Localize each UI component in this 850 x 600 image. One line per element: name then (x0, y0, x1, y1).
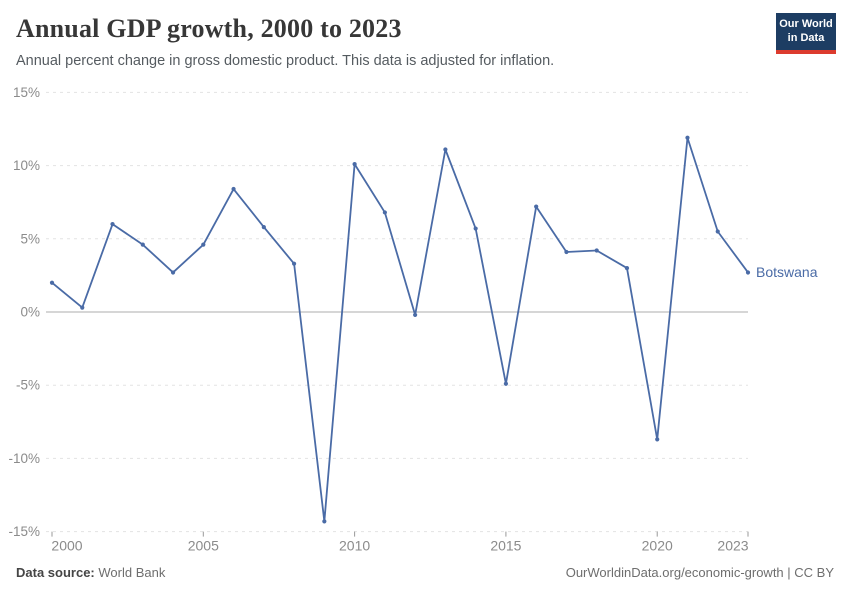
y-tick-label: 5% (20, 231, 40, 246)
data-point[interactable] (745, 270, 751, 275)
chart-subtitle: Annual percent change in gross domestic … (16, 53, 555, 69)
data-point[interactable] (503, 381, 509, 386)
owid-logo-line1: Our World (779, 18, 833, 30)
y-tick-label: -15% (8, 524, 40, 539)
y-tick-label: -10% (8, 451, 40, 466)
data-point[interactable] (443, 147, 448, 152)
data-source-label: Data source: (16, 565, 95, 580)
data-point[interactable] (473, 226, 478, 231)
page-title: Annual GDP growth, 2000 to 2023 (16, 14, 402, 43)
data-point[interactable] (564, 249, 569, 255)
x-tick-label: 2010 (339, 538, 370, 554)
data-source-value: World Bank (98, 565, 166, 580)
data-point[interactable] (170, 270, 176, 275)
x-tick-label: 2005 (188, 538, 219, 554)
y-tick-label: 15% (13, 85, 40, 100)
data-point[interactable] (624, 265, 630, 271)
data-point[interactable] (110, 222, 115, 227)
data-point[interactable] (594, 248, 599, 253)
owid-logo[interactable]: Our World in Data (776, 13, 836, 54)
data-line-botswana[interactable] (51, 136, 749, 523)
y-tick-label: 10% (13, 158, 40, 173)
entity-label[interactable]: Botswana (756, 264, 818, 280)
data-point[interactable] (685, 135, 690, 140)
data-point[interactable] (49, 280, 55, 285)
data-point[interactable] (352, 162, 357, 167)
license-link[interactable]: OurWorldinData.org/economic-growth | CC … (565, 565, 834, 580)
data-point[interactable] (80, 305, 85, 310)
x-tick-label: 2023 (717, 538, 748, 554)
data-point[interactable] (715, 229, 720, 234)
line-chart[interactable]: 15% 10% 5% 0% -5% -10% -15% 2000 2005 2010 2015 202… (0, 80, 850, 560)
x-tick-label: 2000 (51, 538, 82, 554)
data-point[interactable] (261, 224, 266, 230)
data-point[interactable] (140, 242, 145, 247)
data-point[interactable] (201, 242, 206, 247)
x-tick-label: 2015 (490, 538, 521, 554)
data-point[interactable] (322, 519, 327, 524)
owid-logo-line2: in Data (787, 31, 825, 44)
chart-footer: Data source: World Bank OurWorldinData.o… (16, 565, 834, 580)
data-point[interactable] (534, 204, 539, 209)
data-source: Data source: World Bank (16, 565, 165, 580)
data-point[interactable] (413, 312, 418, 318)
chart-header: Annual GDP growth, 2000 to 2023 Annual p… (16, 14, 760, 69)
data-point[interactable] (655, 437, 660, 442)
owid-logo-red-bar (776, 49, 836, 54)
data-point[interactable] (291, 261, 297, 266)
data-point[interactable] (231, 186, 236, 192)
y-tick-label: 0% (20, 305, 40, 320)
y-tick-label: -5% (16, 378, 40, 393)
owid-logo-box: Our World in Data (776, 13, 836, 50)
data-point[interactable] (382, 210, 387, 215)
x-tick-label: 2020 (642, 538, 673, 554)
